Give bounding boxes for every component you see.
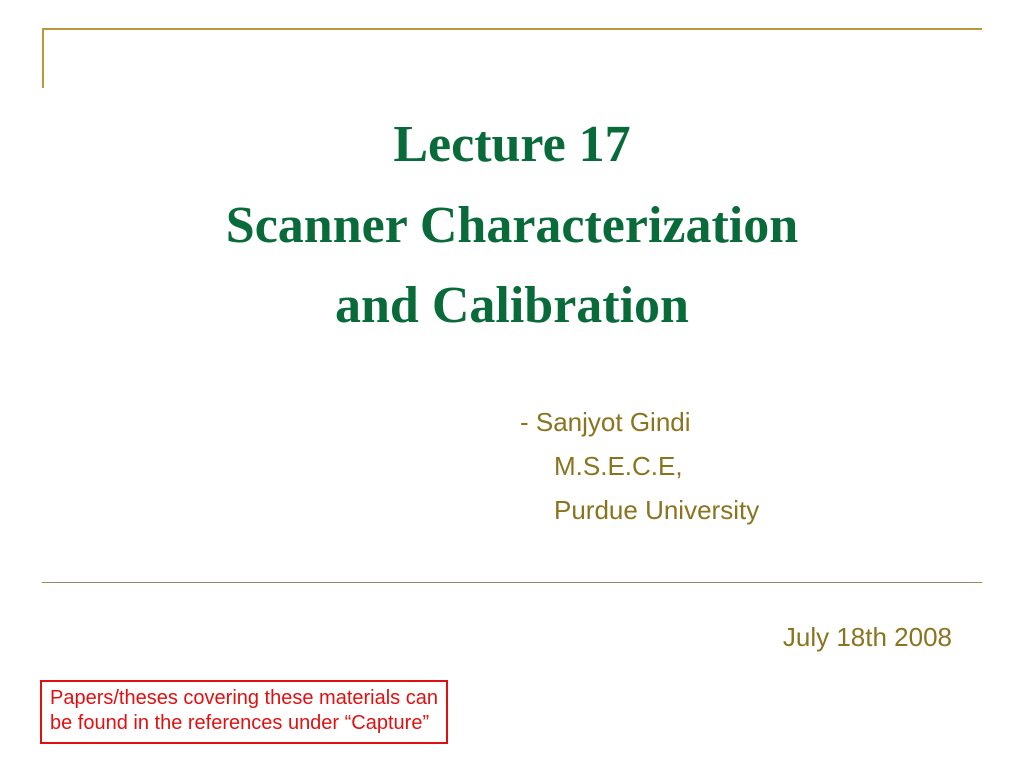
slide-title-block: Lecture 17 Scanner Characterization and …	[0, 105, 1024, 347]
title-line-3: and Calibration	[0, 266, 1024, 347]
title-line-1: Lecture 17	[0, 105, 1024, 186]
corner-border-decoration	[42, 28, 982, 88]
author-name: - Sanjyot Gindi	[520, 407, 691, 437]
footer-note-box: Papers/theses covering these materials c…	[40, 680, 448, 744]
author-affiliation: Purdue University	[520, 488, 759, 532]
slide-date: July 18th 2008	[783, 622, 952, 653]
author-block: - Sanjyot Gindi M.S.E.C.E, Purdue Univer…	[520, 400, 759, 533]
footer-note-line-1: Papers/theses covering these materials c…	[50, 686, 438, 711]
title-line-2: Scanner Characterization	[0, 186, 1024, 267]
horizontal-divider	[42, 582, 982, 583]
footer-note-line-2: be found in the references under “Captur…	[50, 711, 438, 736]
author-degree: M.S.E.C.E,	[520, 444, 759, 488]
